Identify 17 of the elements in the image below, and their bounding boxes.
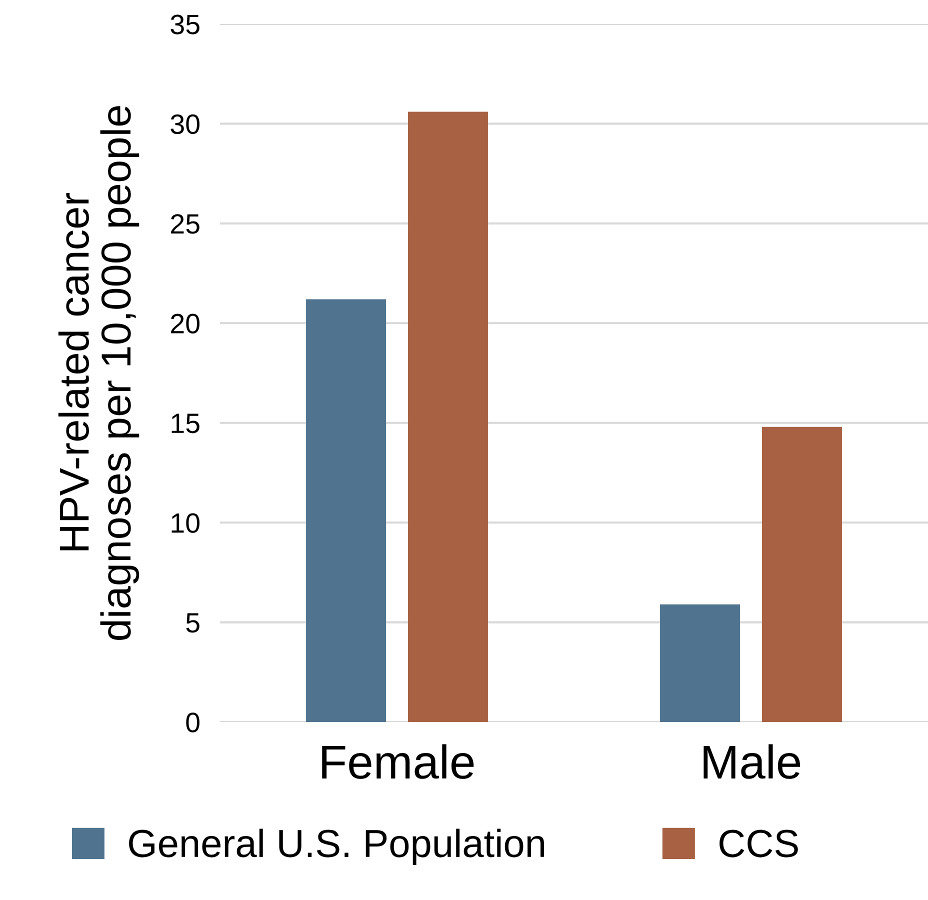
y-tick-label: 20 bbox=[171, 314, 200, 334]
y-tick-label: 25 bbox=[171, 214, 200, 234]
x-tick-label: Female bbox=[322, 744, 474, 779]
x-tick-label: Male bbox=[704, 744, 800, 779]
bar bbox=[306, 299, 386, 722]
y-tick-label: 35 bbox=[170, 14, 200, 34]
y-tick-label: 15 bbox=[172, 414, 200, 434]
bar bbox=[660, 604, 740, 722]
legend-label: General U.S. Population bbox=[129, 828, 544, 865]
y-tick-label: 30 bbox=[170, 114, 200, 134]
bar bbox=[762, 426, 842, 722]
bar bbox=[408, 112, 488, 722]
y-tick-label: 0 bbox=[186, 712, 200, 732]
y-tick-label: 5 bbox=[186, 613, 200, 633]
y-axis-title: HPV-related cancer diagnoses per 10,000 people bbox=[58, 106, 140, 640]
y-tick-label: 10 bbox=[172, 513, 200, 533]
legend-label: CCS bbox=[720, 830, 798, 858]
